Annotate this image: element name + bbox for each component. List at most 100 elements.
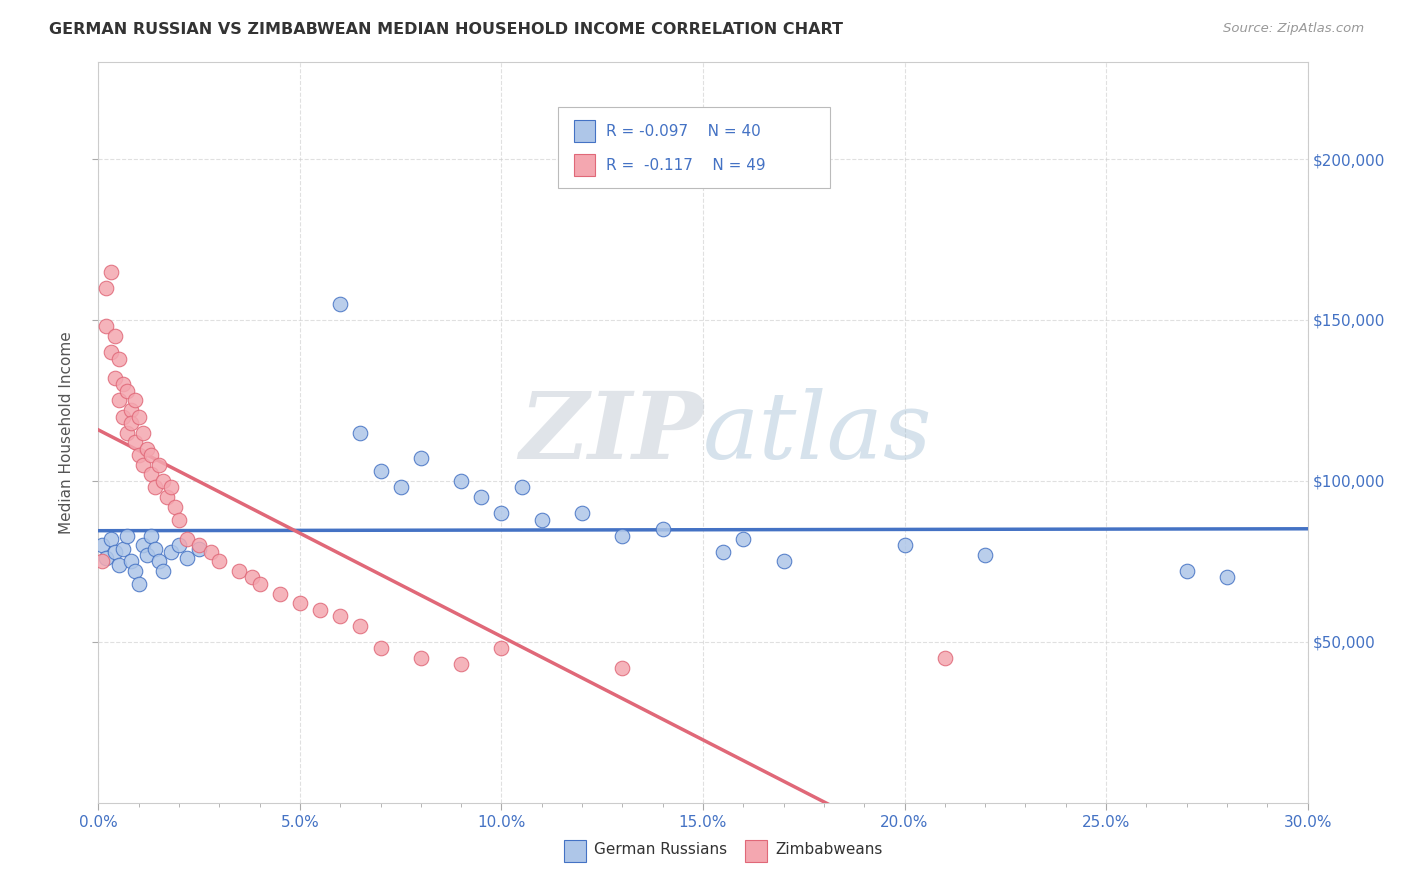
Point bbox=[893, 538, 915, 552]
Point bbox=[188, 538, 211, 552]
Bar bbox=[564, 840, 586, 862]
Point bbox=[389, 480, 412, 494]
Bar bbox=[574, 120, 595, 143]
Point bbox=[167, 538, 190, 552]
Point bbox=[1175, 564, 1198, 578]
Point bbox=[120, 416, 142, 430]
Point bbox=[711, 545, 734, 559]
Point bbox=[139, 467, 162, 482]
Text: Zimbabweans: Zimbabweans bbox=[776, 842, 883, 857]
Point bbox=[135, 548, 157, 562]
Point bbox=[107, 351, 129, 366]
Point bbox=[128, 577, 150, 591]
Text: atlas: atlas bbox=[703, 388, 932, 477]
Text: R = -0.097    N = 40: R = -0.097 N = 40 bbox=[606, 124, 761, 139]
Point bbox=[91, 538, 114, 552]
Point bbox=[240, 570, 263, 584]
Point bbox=[107, 393, 129, 408]
Text: German Russians: German Russians bbox=[595, 842, 727, 857]
Bar bbox=[745, 840, 768, 862]
Point bbox=[974, 548, 997, 562]
Point bbox=[651, 522, 673, 536]
Point bbox=[103, 329, 125, 343]
Point bbox=[309, 602, 332, 616]
Point bbox=[188, 541, 211, 556]
Point bbox=[132, 425, 155, 440]
Point bbox=[934, 651, 956, 665]
Point bbox=[115, 425, 138, 440]
Point bbox=[370, 641, 392, 656]
Point bbox=[200, 545, 222, 559]
Point bbox=[120, 554, 142, 568]
Point bbox=[107, 558, 129, 572]
Point bbox=[612, 528, 634, 542]
Point bbox=[288, 596, 311, 610]
Point bbox=[143, 480, 166, 494]
Point bbox=[115, 384, 138, 398]
Point bbox=[450, 474, 472, 488]
Point bbox=[409, 651, 432, 665]
Point bbox=[167, 512, 190, 526]
Point bbox=[176, 532, 198, 546]
Point bbox=[249, 577, 271, 591]
Point bbox=[103, 371, 125, 385]
Point bbox=[228, 564, 250, 578]
Point bbox=[124, 393, 146, 408]
Point bbox=[148, 458, 170, 472]
Point bbox=[349, 425, 371, 440]
Point bbox=[349, 619, 371, 633]
Point bbox=[124, 564, 146, 578]
Point bbox=[100, 265, 122, 279]
Point bbox=[571, 506, 593, 520]
Point bbox=[329, 609, 352, 624]
Point bbox=[491, 506, 513, 520]
Point bbox=[132, 538, 155, 552]
Text: ZIP: ZIP bbox=[519, 388, 703, 477]
Point bbox=[128, 448, 150, 462]
Point bbox=[329, 297, 352, 311]
Point bbox=[100, 532, 122, 546]
Point bbox=[111, 541, 134, 556]
Point bbox=[612, 660, 634, 674]
Point bbox=[470, 490, 492, 504]
Point bbox=[160, 545, 183, 559]
Point bbox=[450, 657, 472, 672]
Y-axis label: Median Household Income: Median Household Income bbox=[59, 331, 75, 534]
Point bbox=[510, 480, 533, 494]
FancyBboxPatch shape bbox=[558, 107, 830, 188]
Point bbox=[96, 319, 118, 334]
Point bbox=[1216, 570, 1239, 584]
Point bbox=[96, 551, 118, 566]
Point bbox=[733, 532, 755, 546]
Text: GERMAN RUSSIAN VS ZIMBABWEAN MEDIAN HOUSEHOLD INCOME CORRELATION CHART: GERMAN RUSSIAN VS ZIMBABWEAN MEDIAN HOUS… bbox=[49, 22, 844, 37]
Point bbox=[115, 528, 138, 542]
Point bbox=[120, 403, 142, 417]
Point bbox=[111, 409, 134, 424]
Point bbox=[143, 541, 166, 556]
Point bbox=[96, 281, 118, 295]
Point bbox=[152, 564, 174, 578]
Point bbox=[208, 554, 231, 568]
Point bbox=[139, 528, 162, 542]
Point bbox=[772, 554, 794, 568]
Point bbox=[128, 409, 150, 424]
Point bbox=[152, 474, 174, 488]
Point bbox=[100, 345, 122, 359]
Point bbox=[156, 490, 179, 504]
Point bbox=[176, 551, 198, 566]
Point bbox=[409, 451, 432, 466]
Point bbox=[124, 435, 146, 450]
Point bbox=[111, 377, 134, 392]
Point bbox=[530, 512, 553, 526]
Point bbox=[91, 554, 114, 568]
Point bbox=[132, 458, 155, 472]
Point bbox=[160, 480, 183, 494]
Point bbox=[163, 500, 186, 514]
Point bbox=[148, 554, 170, 568]
Bar bbox=[574, 154, 595, 177]
Point bbox=[139, 448, 162, 462]
Point bbox=[269, 586, 291, 600]
Point bbox=[135, 442, 157, 456]
Point bbox=[103, 545, 125, 559]
Text: R =  -0.117    N = 49: R = -0.117 N = 49 bbox=[606, 158, 766, 173]
